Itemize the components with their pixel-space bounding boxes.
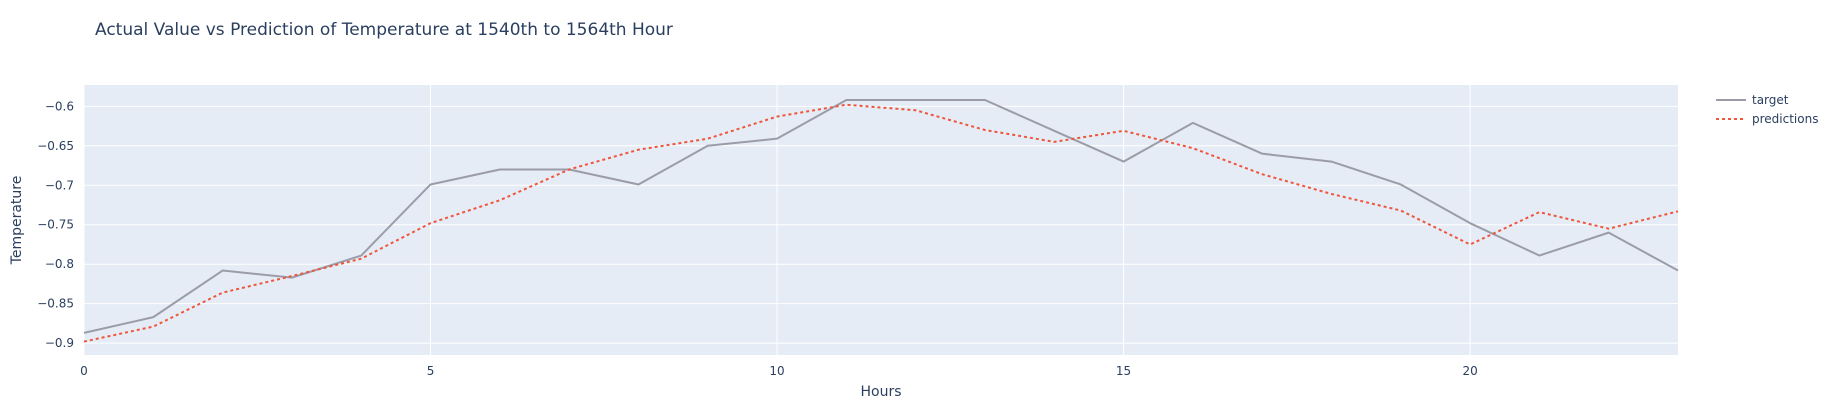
y-tick-label: −0.7 (45, 178, 74, 192)
chart-title: Actual Value vs Prediction of Temperatur… (95, 20, 673, 40)
grid-lines (83, 85, 1678, 355)
y-tick-label: −0.8 (45, 257, 74, 271)
y-tick-label: −0.85 (37, 297, 74, 311)
x-axis-title: Hours (860, 384, 901, 400)
x-tick-label: 20 (1462, 364, 1477, 378)
y-tick-label: −0.9 (45, 336, 74, 350)
x-tick-label: 0 (80, 364, 88, 378)
y-tick-label: −0.75 (37, 218, 74, 232)
series-line-target[interactable] (83, 99, 1679, 334)
plot-area (84, 85, 1678, 355)
legend-label-target[interactable]: target (1752, 93, 1789, 107)
y-tick-label: −0.65 (37, 139, 74, 153)
x-tick-label: 10 (769, 364, 784, 378)
series-line-predictions[interactable] (83, 103, 1679, 343)
y-axis-title: Temperature (9, 176, 25, 266)
x-tick-label: 15 (1116, 364, 1131, 378)
y-tick-label: −0.6 (45, 99, 74, 113)
series-layer (83, 99, 1679, 343)
legend[interactable]: target predictions (1716, 93, 1818, 126)
axis-ticks: 0 5 10 15 20 −0.9 −0.85 −0.8 −0.75 −0.7 −0.65 −0.6 (37, 99, 1478, 378)
legend-label-predictions[interactable]: predictions (1752, 112, 1818, 126)
x-tick-label: 5 (427, 364, 435, 378)
